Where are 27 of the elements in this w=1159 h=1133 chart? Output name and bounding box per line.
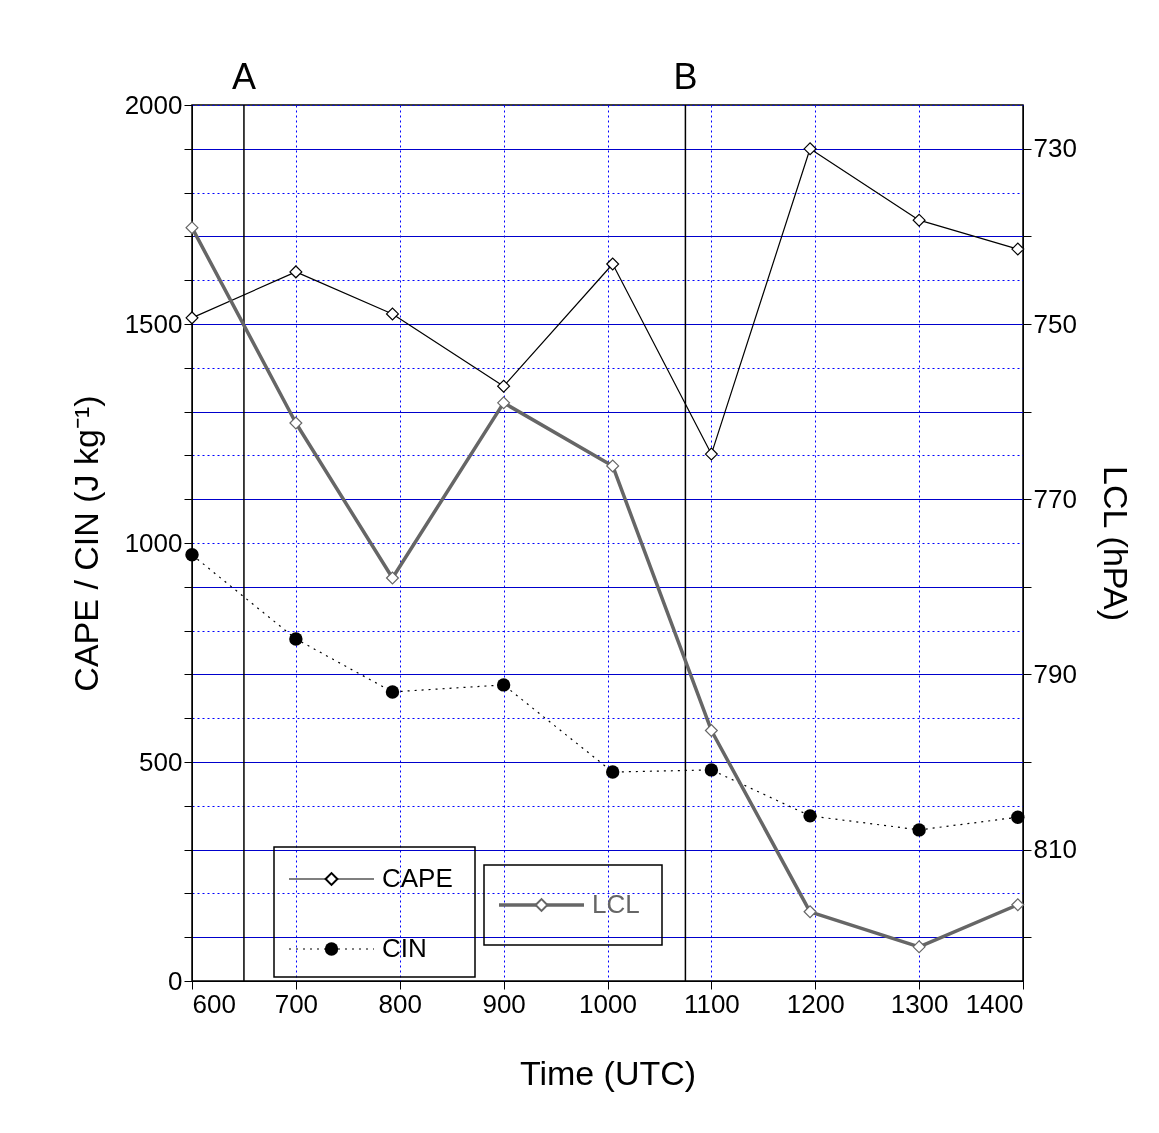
y2-axis-title: LCL (hPA) — [1096, 466, 1135, 621]
y-tick-label: 1500 — [124, 308, 183, 339]
ref-line-label: A — [231, 56, 256, 97]
x-tick-label: 800 — [378, 988, 422, 1019]
x-tick-label: 1200 — [786, 988, 845, 1019]
legend-label: LCL — [592, 889, 640, 919]
y2-tick-label: 810 — [1033, 834, 1077, 865]
y-tick-label: 500 — [139, 746, 183, 777]
y2-tick-label: 750 — [1033, 308, 1077, 339]
y2-tick-label: 730 — [1033, 133, 1077, 164]
y-axis-title: CAPE / CIN (J kg⁻¹) — [66, 395, 105, 692]
x-tick-label: 900 — [482, 988, 526, 1019]
y2-tick-label: 770 — [1033, 483, 1077, 514]
y-tick-label: 1000 — [124, 527, 183, 558]
y2-tick-label: 790 — [1033, 658, 1077, 689]
x-axis-title: Time (UTC) — [519, 1053, 697, 1092]
x-tick-label: 1000 — [579, 988, 637, 1019]
legend-label: CAPE — [382, 863, 453, 893]
x-tick-label: 700 — [274, 988, 319, 1019]
x-tick-label: 1100 — [683, 988, 740, 1019]
legend-label: CIN — [382, 933, 427, 963]
y-tick-label: 0 — [168, 965, 183, 996]
x-tick-label: 600 — [192, 988, 236, 1019]
x-tick-label: 1300 — [890, 988, 949, 1019]
ref-line-label: B — [673, 56, 698, 97]
y-tick-label: 2000 — [124, 89, 183, 120]
x-tick-label: 1400 — [965, 988, 1024, 1019]
